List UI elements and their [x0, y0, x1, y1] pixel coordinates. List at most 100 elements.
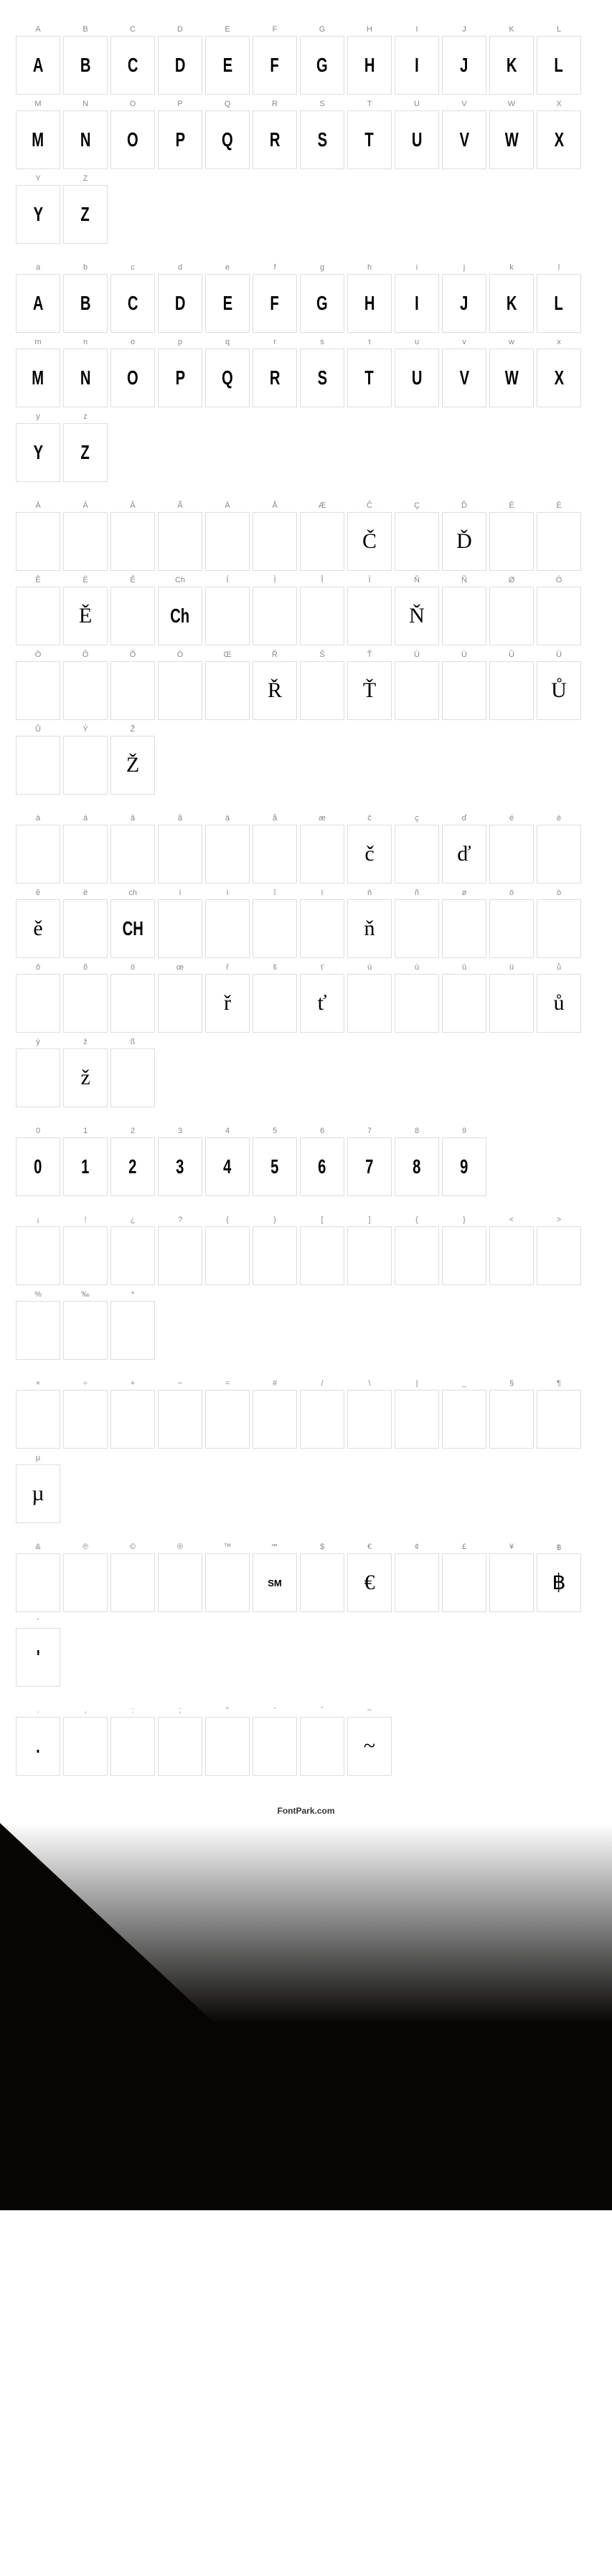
glyph-cell: chCH — [110, 886, 155, 958]
glyph-box: Ň — [395, 587, 439, 645]
glyph-label: Ä — [225, 499, 230, 512]
glyph-label: Y — [35, 172, 40, 185]
glyph-label: × — [36, 1377, 40, 1390]
glyph: ~ — [364, 1736, 375, 1757]
glyph-label: | — [416, 1377, 418, 1390]
glyph: Ř — [268, 680, 282, 701]
glyph-box: 5 — [253, 1137, 297, 1196]
glyph-label: è — [557, 812, 561, 825]
glyph-label: © — [130, 1540, 136, 1553]
glyph-cell: á□ — [63, 812, 108, 884]
glyph-cell: ý□ — [16, 1036, 60, 1107]
glyph-cell: FF — [253, 23, 297, 95]
glyph-cell: ŇŇ — [395, 574, 439, 645]
glyph-cell: ¥□ — [489, 1540, 534, 1612]
glyph-box: □ — [300, 1390, 344, 1449]
glyph-box: □ — [110, 1553, 155, 1612]
glyph: Y — [33, 442, 42, 463]
glyph-box: A — [16, 36, 60, 95]
glyph-label: Õ — [130, 648, 136, 661]
glyph-label: ú — [367, 961, 372, 974]
glyph-cell: aA — [16, 261, 60, 333]
glyph-label: F — [273, 23, 278, 36]
glyph-cell: Ñ□ — [442, 574, 486, 645]
glyph-label: 9 — [462, 1124, 466, 1137]
glyph-box: J — [442, 274, 486, 333]
glyph-label: ã — [178, 812, 182, 825]
glyph-box: ň — [347, 899, 392, 958]
glyph-box: □ — [253, 1390, 297, 1449]
glyph-label: Ů — [35, 723, 41, 736]
glyph-cell: ZZ — [63, 172, 108, 244]
glyph-label: Ò — [35, 648, 42, 661]
glyph: ů — [554, 993, 565, 1014]
glyph-cell: ®□ — [158, 1540, 202, 1612]
glyph-label: Ř — [272, 648, 278, 661]
glyph-label: ¡ — [37, 1213, 39, 1226]
glyph-box: □ — [63, 1390, 108, 1449]
glyph-box: □ — [300, 1226, 344, 1285]
glyph: W — [504, 368, 518, 388]
glyph: D — [175, 55, 186, 75]
glyph-label: k — [509, 261, 514, 274]
glyph-label: ň — [367, 886, 372, 899]
glyph-label: å — [273, 812, 277, 825]
glyph-cell: ©□ — [110, 1540, 155, 1612]
glyph-label: } — [463, 1213, 466, 1226]
glyph-label: U — [414, 98, 420, 110]
glyph-box: T — [347, 110, 392, 169]
glyph-box: □ — [110, 1048, 155, 1107]
glyph-box: □ — [395, 1390, 439, 1449]
glyph-box: 1 — [63, 1137, 108, 1196]
glyph-box: □ — [537, 587, 581, 645]
glyph-box: □ — [442, 1553, 486, 1612]
glyph-cell: fF — [253, 261, 297, 333]
glyph-box: Ů — [537, 661, 581, 720]
glyph: Ů — [551, 680, 567, 701]
glyph: D — [175, 293, 186, 313]
glyph-cell: [□ — [300, 1213, 344, 1285]
glyph-box: J — [442, 36, 486, 95]
glyph-cell: ç□ — [395, 812, 439, 884]
character-map-grid: AABBCCDDEEFFGGHHIIJJKKLLMMNNOOPPQQRRSSTT… — [0, 0, 612, 1791]
glyph-label: ö — [131, 961, 135, 974]
glyph-label: ! — [84, 1213, 86, 1226]
glyph-label: ž — [83, 1036, 88, 1048]
glyph-box: □ — [300, 1553, 344, 1612]
glyph-box: □ — [110, 661, 155, 720]
glyph-box: □ — [489, 587, 534, 645]
glyph-box: T — [347, 349, 392, 407]
glyph: E — [222, 55, 232, 75]
glyph-box: . — [16, 1717, 60, 1776]
glyph: 4 — [223, 1157, 231, 1177]
glyph-box: □ — [205, 1390, 250, 1449]
glyph: Č — [362, 531, 377, 552]
glyph-box: □ — [205, 1553, 250, 1612]
glyph-cell: ó□ — [489, 886, 534, 958]
glyph-label: æ — [319, 812, 326, 825]
glyph-row: ..,□:□;□"□'□ˆ□~~ — [14, 1703, 598, 1777]
glyph: 9 — [460, 1157, 468, 1177]
glyph: H — [364, 55, 375, 75]
glyph-cell: 00 — [16, 1124, 60, 1196]
glyph: G — [316, 55, 328, 75]
glyph-cell: II — [395, 23, 439, 95]
glyph: T — [365, 130, 374, 150]
glyph-label: Č — [367, 499, 372, 512]
glyph-label: / — [321, 1377, 323, 1390]
glyph-box: H — [347, 274, 392, 333]
glyph-box: C — [110, 36, 155, 95]
glyph-cell: ô□ — [16, 961, 60, 1033]
glyph-label: ó — [509, 886, 514, 899]
glyph-label: Ì — [273, 574, 276, 587]
glyph-box: □ — [395, 974, 439, 1033]
glyph-cell: |□ — [395, 1377, 439, 1449]
glyph-box: K — [489, 36, 534, 95]
glyph-cell: ú□ — [347, 961, 392, 1033]
glyph-box: Y — [16, 423, 60, 482]
glyph-cell: ďď — [442, 812, 486, 884]
glyph-box: □ — [253, 587, 297, 645]
glyph: č — [364, 843, 374, 865]
glyph-box: µ — [16, 1464, 60, 1523]
glyph-label: p — [178, 336, 182, 349]
